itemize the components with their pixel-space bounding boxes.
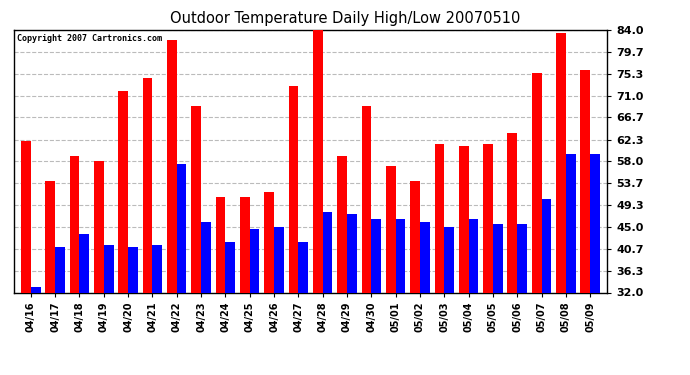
Bar bbox=[323, 212, 333, 292]
Bar bbox=[347, 214, 357, 292]
Bar bbox=[459, 146, 469, 292]
Bar bbox=[46, 182, 55, 292]
Bar bbox=[79, 234, 89, 292]
Bar bbox=[337, 156, 347, 292]
Bar bbox=[152, 244, 162, 292]
Bar bbox=[70, 156, 79, 292]
Bar bbox=[518, 224, 527, 292]
Bar bbox=[240, 196, 250, 292]
Bar bbox=[177, 164, 186, 292]
Bar bbox=[580, 70, 590, 292]
Bar bbox=[226, 242, 235, 292]
Bar bbox=[469, 219, 478, 292]
Bar bbox=[21, 141, 31, 292]
Bar bbox=[167, 40, 177, 292]
Bar bbox=[386, 166, 395, 292]
Bar bbox=[55, 247, 65, 292]
Bar bbox=[532, 73, 542, 292]
Bar bbox=[288, 86, 298, 292]
Bar bbox=[143, 78, 152, 292]
Bar bbox=[566, 154, 575, 292]
Bar bbox=[556, 33, 566, 292]
Bar bbox=[371, 219, 381, 292]
Bar bbox=[493, 224, 502, 292]
Bar bbox=[590, 154, 600, 292]
Bar bbox=[435, 144, 444, 292]
Bar bbox=[201, 222, 210, 292]
Bar bbox=[31, 288, 41, 292]
Bar bbox=[119, 91, 128, 292]
Bar bbox=[94, 161, 104, 292]
Bar bbox=[298, 242, 308, 292]
Bar bbox=[216, 196, 226, 292]
Bar bbox=[444, 227, 454, 292]
Bar bbox=[411, 182, 420, 292]
Bar bbox=[104, 244, 114, 292]
Text: Copyright 2007 Cartronics.com: Copyright 2007 Cartronics.com bbox=[17, 34, 161, 43]
Bar bbox=[395, 219, 405, 292]
Bar bbox=[542, 199, 551, 292]
Bar bbox=[507, 134, 518, 292]
Bar bbox=[250, 230, 259, 292]
Bar bbox=[264, 192, 274, 292]
Bar bbox=[483, 144, 493, 292]
Bar bbox=[128, 247, 138, 292]
Bar bbox=[191, 106, 201, 292]
Bar bbox=[420, 222, 430, 292]
Bar bbox=[274, 227, 284, 292]
Text: Outdoor Temperature Daily High/Low 20070510: Outdoor Temperature Daily High/Low 20070… bbox=[170, 11, 520, 26]
Bar bbox=[362, 106, 371, 292]
Bar bbox=[313, 25, 323, 293]
